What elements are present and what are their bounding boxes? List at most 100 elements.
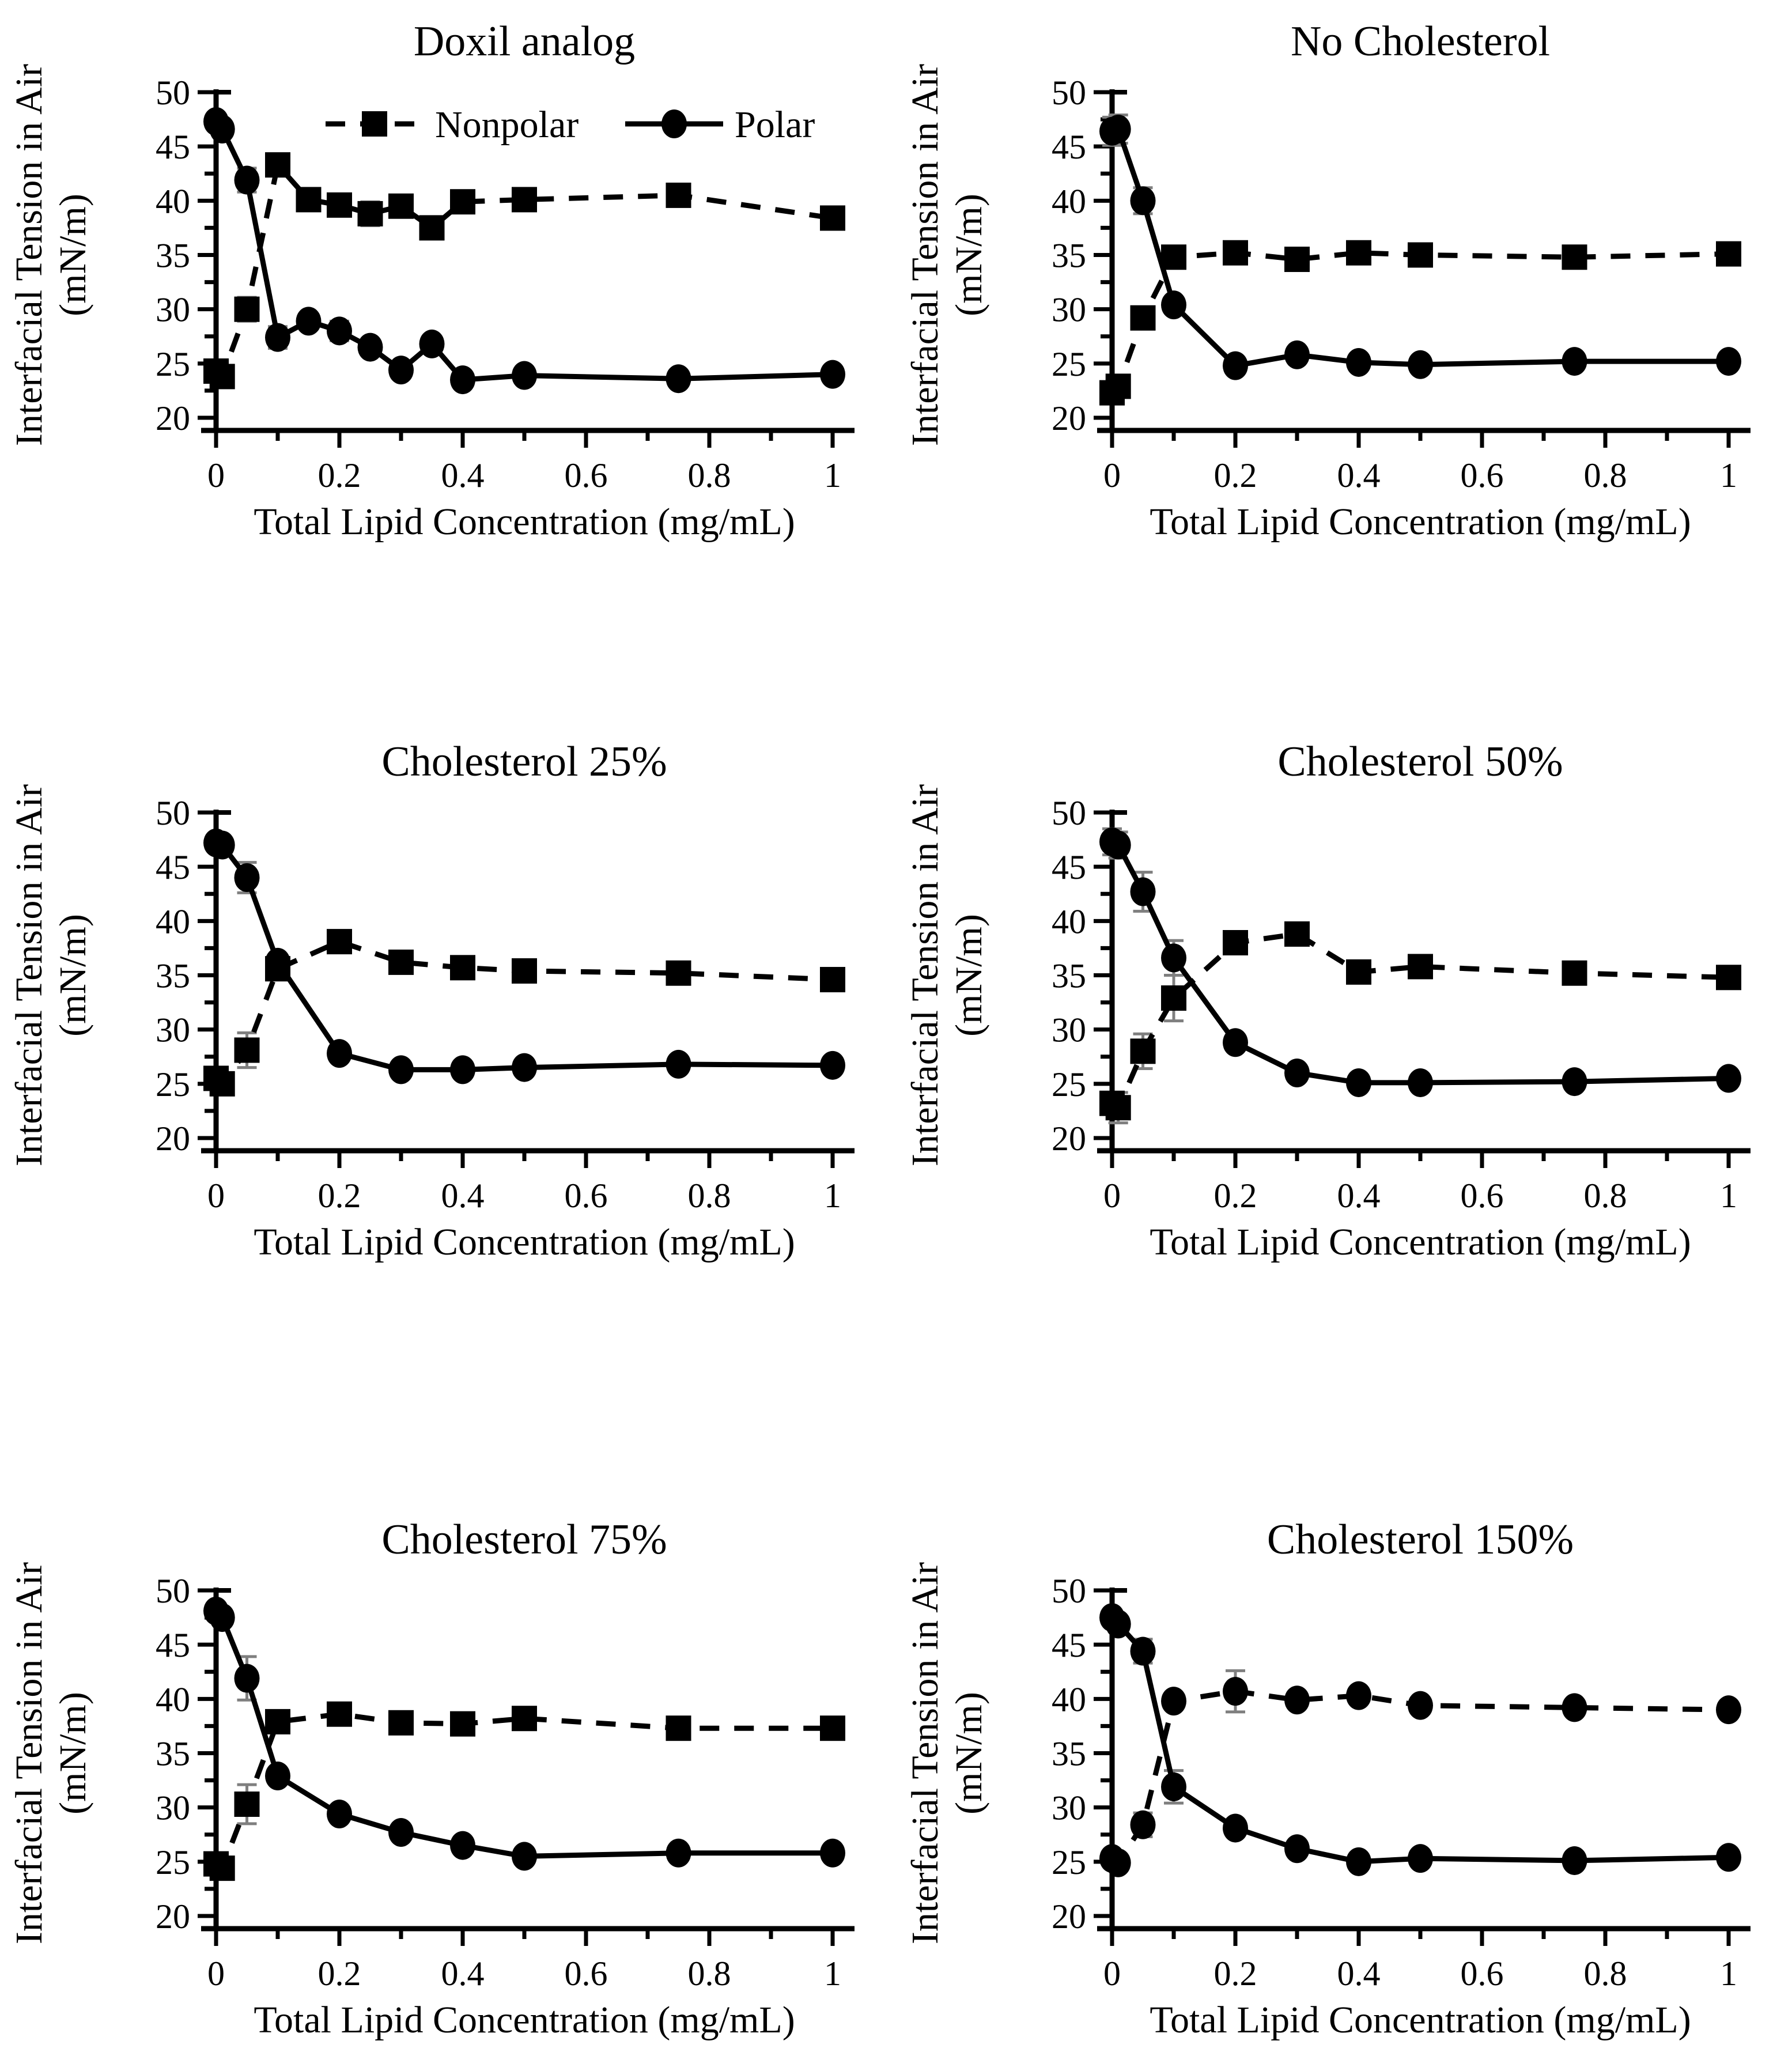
x-tick-label: 0 <box>207 456 225 494</box>
legend-polar-label: Polar <box>735 104 815 146</box>
marker-polar <box>265 1762 290 1791</box>
marker-polar <box>820 1838 845 1868</box>
y-axis-title-line2: (mN/m) <box>948 194 990 316</box>
x-tick-label: 1 <box>824 1177 841 1215</box>
marker-polar <box>1284 1834 1310 1864</box>
y-tick-label: 50 <box>156 74 190 112</box>
chart-cholesterol-150: Cholesterol 150% 20 25 30 35 40 45 50 0 0.2 0.4 0.6… <box>904 1516 1751 2041</box>
chart-cholesterol-50: Cholesterol 50% 20 25 30 35 40 45 50 0 0.2 0.4 0.6 0… <box>904 738 1751 1263</box>
y-tick-label: 30 <box>156 1011 190 1049</box>
x-axis-title: Total Lipid Concentration (mg/mL) <box>254 1221 795 1263</box>
marker-polar <box>234 165 260 195</box>
marker-polar <box>1716 1064 1741 1093</box>
chart-doxil-analog: Doxil analog 20 25 30 35 40 45 50 0 0.2 0.4 0.6 0.8 1… <box>8 18 855 543</box>
y-tick-label: 50 <box>1052 794 1086 832</box>
series-line-polar <box>1110 1616 1729 1865</box>
x-tick-label: 0 <box>1103 1177 1121 1215</box>
x-tick-label: 0.6 <box>1461 1177 1504 1215</box>
marker-nonpolar <box>1346 240 1371 266</box>
chart-cholesterol-25: Cholesterol 25% 20 25 30 35 40 45 50 0 0.2 0.4 0.6 0… <box>8 738 855 1263</box>
y-tick-label: 25 <box>156 345 190 383</box>
x-tick-label: 0.2 <box>1214 456 1257 494</box>
marker-polar <box>209 115 235 144</box>
marker-polar <box>1105 115 1131 144</box>
x-tick-label: 0 <box>1103 456 1121 494</box>
y-tick-label: 25 <box>156 1843 190 1881</box>
marker-nonpolar <box>1408 242 1433 268</box>
marker-polar <box>512 361 537 390</box>
marker-polar <box>1223 1028 1248 1057</box>
x-tick-label: 0.4 <box>441 1955 485 1993</box>
x-tick-label: 0.8 <box>688 1177 731 1215</box>
marker-polar <box>666 1049 691 1079</box>
x-axis-title: Total Lipid Concentration (mg/mL) <box>254 1999 795 2041</box>
marker-nonpolar <box>1284 1685 1310 1715</box>
marker-polar <box>1161 290 1186 320</box>
y-tick-label: 35 <box>156 237 190 275</box>
marker-nonpolar <box>1161 985 1186 1011</box>
marker-polar <box>1284 340 1310 369</box>
x-tick-label: 0 <box>207 1955 225 1993</box>
x-tick-label: 0.4 <box>1337 1955 1381 1993</box>
marker-nonpolar <box>388 949 414 975</box>
marker-nonpolar <box>327 929 352 955</box>
y-tick-label: 30 <box>156 1789 190 1827</box>
marker-nonpolar <box>666 960 691 986</box>
marker-polar <box>1130 877 1156 906</box>
marker-polar <box>209 1603 235 1632</box>
x-tick-label: 0.2 <box>318 1177 361 1215</box>
y-tick-label: 25 <box>1052 345 1086 383</box>
marker-nonpolar <box>820 1715 845 1741</box>
y-axis-title-line2: (mN/m) <box>52 914 94 1037</box>
x-axis-title: Total Lipid Concentration (mg/mL) <box>1150 1221 1691 1263</box>
y-axis-title-line1: Interfacial Tension in Air <box>8 1562 50 1944</box>
marker-polar <box>327 1799 352 1828</box>
y-axis-title-line2: (mN/m) <box>948 1692 990 1815</box>
y-tick-label: 30 <box>1052 291 1086 329</box>
marker-polar <box>666 1838 691 1868</box>
legend-polar-marker <box>661 109 687 138</box>
marker-polar <box>1130 1637 1156 1666</box>
x-tick-label: 0.4 <box>1337 1177 1381 1215</box>
marker-nonpolar <box>327 1701 352 1727</box>
y-tick-label: 20 <box>156 1898 190 1936</box>
series-line-nonpolar <box>1110 250 1729 395</box>
legend: Nonpolar Polar <box>326 104 815 146</box>
marker-polar <box>388 1817 414 1847</box>
marker-polar <box>1408 1068 1433 1097</box>
marker-nonpolar <box>1346 1681 1371 1710</box>
y-tick-label: 20 <box>156 1120 190 1158</box>
marker-polar <box>512 1842 537 1871</box>
marker-nonpolar <box>419 215 445 241</box>
x-tick-label: 1 <box>1720 456 1737 494</box>
series-line-polar <box>1110 839 1729 1086</box>
marker-polar <box>234 863 260 892</box>
y-tick-label: 50 <box>1052 74 1086 112</box>
y-tick-label: 30 <box>156 291 190 329</box>
marker-polar <box>1716 1843 1741 1872</box>
series-line-nonpolar <box>214 1711 833 1873</box>
panel-title: Cholesterol 25% <box>381 738 667 785</box>
y-tick-label: 40 <box>1052 182 1086 220</box>
marker-nonpolar <box>666 182 691 208</box>
marker-nonpolar <box>1223 930 1248 955</box>
marker-polar <box>1562 1067 1587 1097</box>
marker-polar <box>388 356 414 385</box>
panel-cholesterol-150: Cholesterol 150% 20 25 30 35 40 45 50 0 0.2 0.4 0.6… <box>896 1504 1792 2051</box>
marker-nonpolar <box>265 1709 290 1734</box>
marker-polar <box>450 1055 475 1084</box>
chart-no-cholesterol: No Cholesterol 20 25 30 35 40 45 50 0 0.2 0.4 0.6 0.… <box>904 18 1751 543</box>
x-tick-label: 0.2 <box>318 1955 361 1993</box>
y-tick-label: 50 <box>156 794 190 832</box>
y-tick-label: 50 <box>156 1572 190 1610</box>
y-tick-label: 40 <box>156 902 190 940</box>
panel-title: Cholesterol 75% <box>381 1516 667 1563</box>
marker-polar <box>1346 1847 1371 1876</box>
marker-polar <box>388 1055 414 1084</box>
y-tick-label: 40 <box>156 1680 190 1718</box>
x-tick-label: 0.2 <box>318 456 361 494</box>
chart-cholesterol-75: Cholesterol 75% 20 25 30 35 40 45 50 0 0.2 0.4 0.6 0… <box>8 1516 855 2041</box>
marker-polar <box>450 1831 475 1860</box>
chart-row-2: Cholesterol 25% 20 25 30 35 40 45 50 0 0.2 0.4 0.6 0… <box>0 726 1792 1273</box>
